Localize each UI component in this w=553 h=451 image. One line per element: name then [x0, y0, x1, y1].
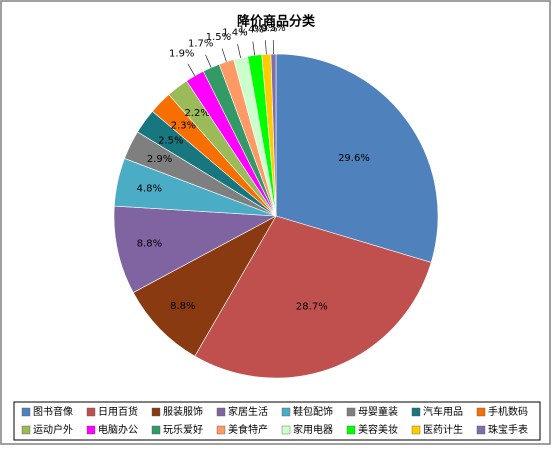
legend-label: 医药计生: [423, 423, 463, 436]
legend-label: 玩乐爱好: [163, 423, 203, 436]
data-label: 8.8%: [170, 301, 195, 312]
legend-label: 珠宝手表: [488, 423, 528, 436]
data-label: 28.7%: [296, 301, 328, 312]
data-label: 0.5%: [260, 23, 285, 34]
data-label: 2.3%: [171, 120, 196, 131]
legend-swatch: [282, 408, 290, 416]
legend-swatch: [87, 408, 95, 416]
legend-label: 汽车用品: [423, 405, 463, 418]
legend-swatch: [22, 426, 30, 434]
data-label: 1.9%: [169, 48, 194, 59]
data-label: 2.5%: [158, 135, 183, 146]
data-label: 29.6%: [338, 153, 370, 164]
legend-swatch: [477, 426, 485, 434]
data-label: 4.8%: [137, 184, 162, 195]
legend-swatch: [152, 426, 160, 434]
legend-label: 电脑办公: [98, 423, 138, 436]
legend-label: 手机数码: [488, 405, 528, 418]
legend-swatch: [152, 408, 160, 416]
legend-label: 鞋包配饰: [293, 405, 333, 418]
legend-swatch: [282, 426, 290, 434]
legend-swatch: [217, 408, 225, 416]
legend-label: 家用电器: [293, 423, 333, 436]
legend-label: 图书音像: [33, 405, 73, 418]
legend-label: 母婴童装: [358, 405, 398, 418]
legend-swatch: [477, 408, 485, 416]
legend-swatch: [22, 408, 30, 416]
legend-swatch: [347, 408, 355, 416]
legend-swatch: [412, 426, 420, 434]
legend-label: 日用百货: [98, 405, 138, 418]
legend-label: 美食特产: [228, 423, 268, 436]
data-label: 8.8%: [137, 239, 162, 250]
legend-label: 运动户外: [33, 423, 73, 436]
legend-label: 家居生活: [228, 405, 268, 418]
legend-swatch: [347, 426, 355, 434]
legend-label: 服装服饰: [163, 405, 203, 418]
legend-swatch: [412, 408, 420, 416]
legend-swatch: [217, 426, 225, 434]
data-label: 2.9%: [147, 154, 172, 165]
legend-swatch: [87, 426, 95, 434]
legend-label: 美容美妆: [358, 423, 398, 436]
